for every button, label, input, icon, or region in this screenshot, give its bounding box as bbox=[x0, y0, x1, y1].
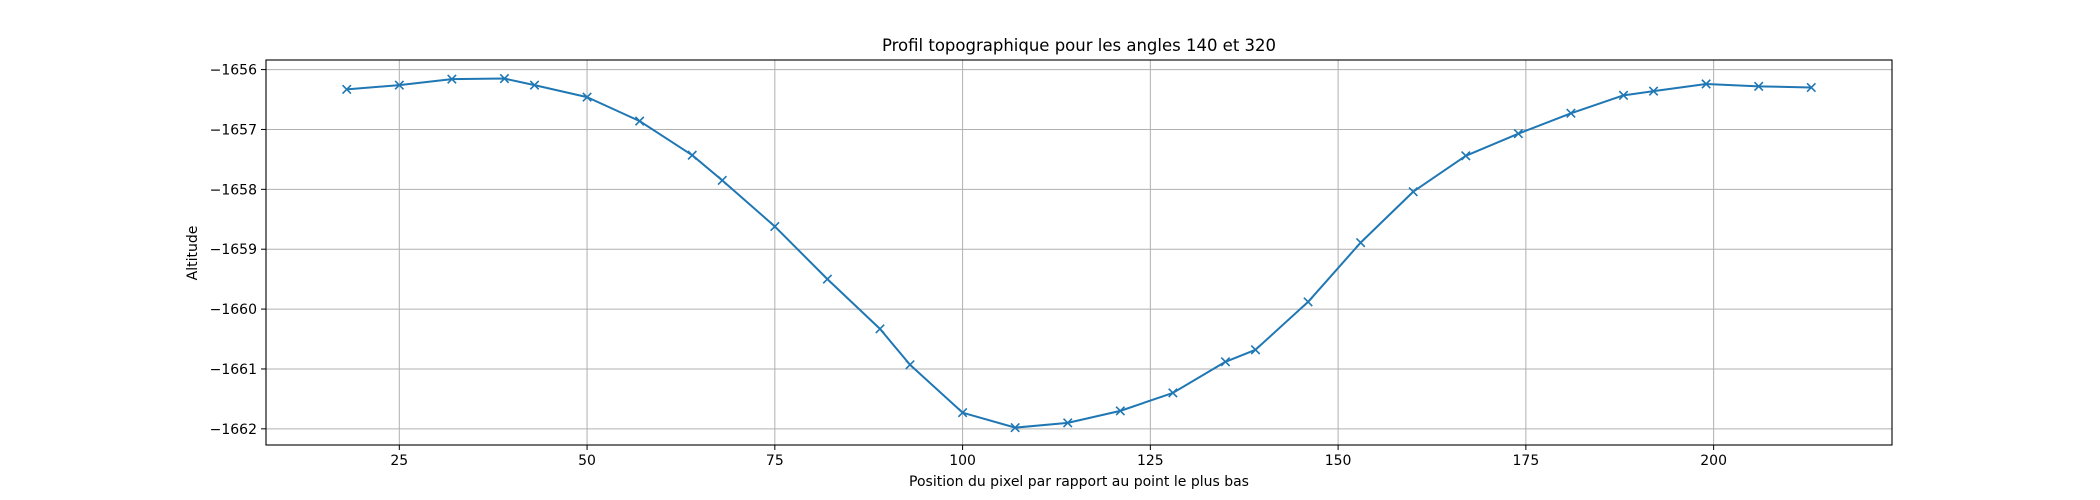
data-point-marker bbox=[341, 84, 352, 95]
data-point-marker bbox=[875, 324, 885, 334]
data-point-marker bbox=[1355, 237, 1366, 248]
data-point-marker bbox=[1303, 297, 1313, 307]
axes-frame bbox=[265, 59, 1893, 446]
y-axis-label: Altitude bbox=[185, 226, 201, 281]
data-point-marker bbox=[634, 116, 645, 126]
axes-background bbox=[266, 60, 1892, 445]
data-point-marker bbox=[1010, 422, 1020, 433]
data-point-marker bbox=[1618, 90, 1629, 101]
x-axis-label: Position du pixel par rapport au point l… bbox=[909, 474, 1249, 490]
y-tick-label: −1658 bbox=[210, 182, 257, 198]
data-point-marker bbox=[1220, 357, 1231, 367]
x-tick-label: 175 bbox=[1513, 453, 1540, 469]
plot-area: 25 50 75 100 125 150 175 200 −1656−1657−1658−16… bbox=[210, 59, 1893, 469]
data-point-marker bbox=[1062, 418, 1073, 428]
grid-lines bbox=[266, 60, 1892, 445]
chart-title: Profil topographique pour les angles 140… bbox=[882, 36, 1276, 55]
x-tick-label: 125 bbox=[1137, 453, 1164, 469]
series-layer bbox=[341, 73, 1817, 433]
y-tick-label: −1662 bbox=[210, 422, 257, 438]
data-point-marker bbox=[1513, 128, 1524, 139]
x-tick-label: 200 bbox=[1700, 453, 1727, 469]
data-point-marker bbox=[447, 74, 457, 84]
y-tick-label: −1656 bbox=[210, 63, 257, 79]
data-point-marker bbox=[1701, 79, 1711, 89]
data-point-marker bbox=[1250, 345, 1261, 355]
data-point-marker bbox=[717, 175, 728, 186]
x-tick-label: 50 bbox=[578, 453, 596, 469]
y-axis-ticks: −1656 −1657 −1658 −1659 −1660 −1661 −1662 bbox=[210, 63, 266, 438]
data-point-marker bbox=[394, 80, 405, 90]
x-axis-ticks: 25 50 75 100 125 150 175 200 bbox=[390, 445, 1727, 469]
x-tick-label: 150 bbox=[1325, 453, 1352, 469]
data-point-marker bbox=[1753, 81, 1764, 92]
data-point-marker bbox=[1168, 388, 1178, 398]
data-point-marker bbox=[529, 80, 540, 90]
data-point-marker bbox=[1806, 82, 1817, 93]
x-tick-label: 75 bbox=[766, 453, 784, 469]
y-tick-label: −1657 bbox=[210, 122, 257, 138]
data-point-marker bbox=[499, 73, 510, 84]
data-point-marker bbox=[770, 221, 780, 232]
data-point-marker bbox=[1461, 151, 1471, 161]
data-point-marker bbox=[1566, 108, 1576, 119]
data-point-marker bbox=[1408, 186, 1418, 197]
data-point-marker bbox=[687, 150, 697, 160]
data-point-marker bbox=[1115, 406, 1126, 416]
data-point-marker bbox=[905, 360, 915, 370]
x-tick-label: 25 bbox=[390, 453, 408, 469]
y-tick-label: −1660 bbox=[210, 302, 257, 318]
x-tick-label: 100 bbox=[949, 453, 976, 469]
data-point-marker bbox=[582, 92, 592, 102]
data-point-marker bbox=[822, 274, 833, 284]
data-point-marker bbox=[1648, 86, 1659, 96]
y-tick-label: −1661 bbox=[210, 362, 257, 378]
y-tick-label: −1659 bbox=[210, 242, 257, 258]
data-point-marker bbox=[957, 407, 968, 418]
